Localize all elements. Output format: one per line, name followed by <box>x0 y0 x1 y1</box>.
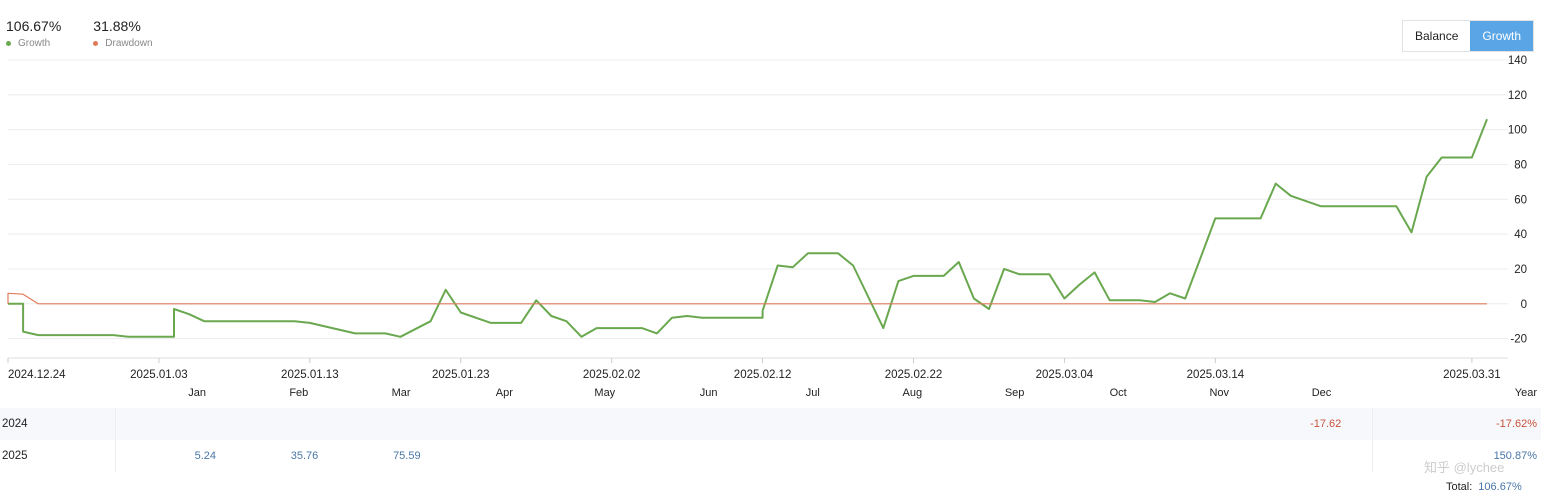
drawdown-line <box>7 292 1487 305</box>
balance-button[interactable]: Balance <box>1403 21 1471 51</box>
growth-line <box>8 118 1488 338</box>
drawdown-value: 31.88% <box>93 18 141 34</box>
x-tick-label: 2025.03.04 <box>1036 369 1094 380</box>
month-value: 5.24 <box>194 450 216 462</box>
month-header: Oct <box>1109 387 1127 399</box>
growth-button[interactable]: Growth <box>1470 21 1534 51</box>
month-header: Jul <box>805 387 820 399</box>
x-tick-label: 2025.01.23 <box>432 369 490 380</box>
x-tick-label: 2025.01.13 <box>281 369 339 380</box>
watermark: 知乎 @lychee <box>1424 460 1505 475</box>
y-tick-label: 120 <box>1508 90 1527 102</box>
month-header: Nov <box>1209 387 1229 399</box>
drawdown-stat: 31.88% Drawdown <box>93 18 153 49</box>
year-header: Year <box>1514 387 1537 399</box>
month-header: Jan <box>188 387 206 399</box>
x-tick-label: 2025.03.14 <box>1187 369 1245 380</box>
view-toggle: Balance Growth <box>1402 20 1535 52</box>
growth-legend-dot <box>6 41 11 46</box>
drawdown-legend-dot <box>93 41 99 46</box>
month-header: Aug <box>902 387 923 399</box>
total-row: Total: 106.67% <box>1446 481 1522 493</box>
y-tick-label: 80 <box>1514 159 1527 171</box>
x-tick-label: 2025.02.12 <box>734 369 792 380</box>
table-row: 2024 -17.62 -17.62% <box>0 408 1541 440</box>
growth-label: Growth <box>18 38 51 49</box>
month-header: Mar <box>391 387 411 399</box>
total-label: Total: <box>1446 481 1473 493</box>
month-header: Dec <box>1311 387 1332 399</box>
growth-chart: 140 120 100 80 60 40 20 0 -20 2024.12.24 2025.01.… <box>7 55 1527 380</box>
month-value: 75.59 <box>393 450 421 462</box>
month-header: Sep <box>1004 387 1025 399</box>
y-tick-label: 140 <box>1508 55 1527 67</box>
y-tick-label: 60 <box>1514 194 1527 206</box>
drawdown-label: Drawdown <box>105 38 153 49</box>
x-tick-label: 2024.12.24 <box>8 369 66 380</box>
table-header: Jan Feb Mar Apr May Jun Jul Aug Sep Oct Nov Dec Year <box>0 378 1541 408</box>
month-header: May <box>594 387 616 399</box>
growth-stat: 106.67% Growth <box>6 18 61 49</box>
column-divider <box>1372 408 1373 440</box>
column-divider <box>115 440 116 472</box>
x-tick-label: 2025.03.31 <box>1443 369 1501 380</box>
growth-value: 106.67% <box>6 18 62 34</box>
month-header: Feb <box>289 387 309 399</box>
row-year: 2025 <box>2 450 28 462</box>
year-total: -17.62% <box>1496 418 1537 430</box>
month-value: 35.76 <box>290 450 319 462</box>
row-year: 2024 <box>2 418 28 430</box>
y-tick-label: -20 <box>1510 334 1527 346</box>
month-value: -17.62 <box>1310 418 1342 430</box>
column-divider <box>115 408 116 440</box>
monthly-table: Jan Feb Mar Apr May Jun Jul Aug Sep Oct Nov Dec Year… <box>0 378 1541 472</box>
y-tick-label: 100 <box>1508 125 1527 137</box>
column-divider <box>1372 440 1373 472</box>
month-header: Jun <box>699 387 718 399</box>
x-tick-label: 2025.01.03 <box>130 369 188 380</box>
table-row: 2025 5.24 35.76 75.59 150.87% <box>0 440 1541 472</box>
y-tick-label: 20 <box>1514 264 1527 276</box>
y-tick-label: 0 <box>1521 299 1527 311</box>
y-tick-label: 40 <box>1514 229 1527 241</box>
total-value: 106.67% <box>1478 481 1522 493</box>
year-total: 150.87% <box>1493 450 1537 462</box>
stats-header: 106.67% Growth 31.88% Drawdown <box>6 18 153 49</box>
x-tick-label: 2025.02.22 <box>885 369 943 380</box>
month-header: Apr <box>495 387 513 399</box>
x-tick-label: 2025.02.02 <box>583 369 641 380</box>
